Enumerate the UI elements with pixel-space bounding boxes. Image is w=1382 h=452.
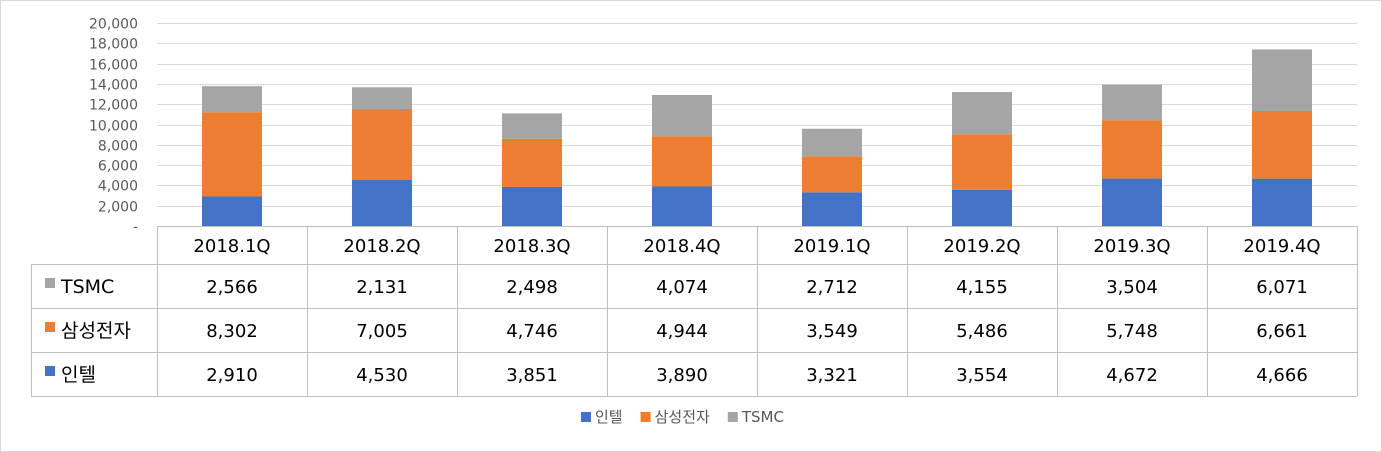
table-row-label: 삼성전자 bbox=[61, 320, 131, 342]
table-cell-value: 2,498 bbox=[506, 277, 558, 298]
y-tick-label: 18,000 bbox=[89, 37, 138, 53]
legend: 인텔 삼성전자 TSMC bbox=[581, 408, 784, 426]
table-cell-value: 4,530 bbox=[356, 365, 408, 386]
bar-segment bbox=[652, 94, 712, 137]
table-cell-value: 3,554 bbox=[956, 365, 1008, 386]
legend-swatch bbox=[727, 412, 738, 422]
legend-swatch bbox=[640, 412, 651, 422]
y-tick-label: 6,000 bbox=[98, 159, 138, 175]
table-cell-value: 2,566 bbox=[206, 277, 258, 298]
category-label: 2018.1Q bbox=[193, 236, 270, 257]
table-cell-value: 4,746 bbox=[506, 321, 558, 342]
y-tick-label: 14,000 bbox=[89, 78, 138, 94]
table-cell-value: 5,748 bbox=[1106, 321, 1158, 342]
y-tick-label: 4,000 bbox=[98, 179, 138, 195]
bar-segment bbox=[1102, 84, 1162, 121]
table-cell-value: 5,486 bbox=[956, 321, 1008, 342]
bar-segment bbox=[952, 92, 1012, 135]
table-row-label: TSMC bbox=[60, 276, 114, 298]
table-cell-value: 3,549 bbox=[806, 321, 858, 342]
bar-segment bbox=[802, 156, 862, 193]
y-axis-ticks: - 2,000 4,000 6,000 8,000 10,000 12,000 14,000 1… bbox=[89, 17, 138, 236]
table-legend-key bbox=[45, 366, 55, 376]
table-cell-value: 8,302 bbox=[206, 321, 258, 342]
bar-segment bbox=[352, 87, 412, 109]
table-cell-value: 7,005 bbox=[356, 321, 408, 342]
category-label: 2019.2Q bbox=[943, 236, 1020, 257]
bar-segment bbox=[652, 136, 712, 187]
y-tick-label: 2,000 bbox=[98, 200, 138, 216]
category-label: 2018.3Q bbox=[493, 236, 570, 257]
bar-segment bbox=[952, 134, 1012, 190]
table-cell-value: 2,712 bbox=[806, 277, 858, 298]
y-tick-label: 10,000 bbox=[89, 119, 138, 135]
category-label: 2019.1Q bbox=[793, 236, 870, 257]
bar-segment bbox=[502, 186, 562, 226]
data-table: 2018.1Q 2018.2Q 2018.3Q 2018.4Q 2019.1Q 2019.… bbox=[31, 226, 1358, 397]
table-cell-value: 3,321 bbox=[806, 365, 858, 386]
gridlines bbox=[157, 23, 1357, 207]
y-tick-label: 20,000 bbox=[89, 17, 138, 33]
legend-label: TSMC bbox=[741, 408, 784, 426]
y-tick-label: 12,000 bbox=[89, 98, 138, 114]
bar-segment bbox=[202, 112, 262, 197]
bar-segment bbox=[1252, 49, 1312, 112]
bar-segment bbox=[802, 192, 862, 226]
category-label: 2019.3Q bbox=[1093, 236, 1170, 257]
table-cell-value: 4,074 bbox=[656, 277, 708, 298]
y-tick-label: - bbox=[133, 220, 138, 236]
bar-segment bbox=[352, 180, 412, 226]
bar-segment bbox=[652, 186, 712, 226]
table-cell-value: 3,504 bbox=[1106, 277, 1158, 298]
table-row-label: 인텔 bbox=[61, 364, 96, 386]
bars bbox=[202, 49, 1312, 226]
legend-label: 인텔 bbox=[595, 408, 623, 426]
y-tick-label: 16,000 bbox=[89, 58, 138, 74]
bar-segment bbox=[802, 128, 862, 157]
table-legend-key bbox=[45, 322, 55, 332]
bar-segment bbox=[1102, 178, 1162, 226]
bar-segment bbox=[502, 138, 562, 187]
y-tick-label: 8,000 bbox=[98, 139, 138, 155]
table-cell-value: 4,155 bbox=[956, 277, 1008, 298]
table-cell-value: 2,910 bbox=[206, 365, 258, 386]
table-cell-value: 4,666 bbox=[1256, 365, 1308, 386]
bar-segment bbox=[352, 108, 412, 181]
category-label: 2019.4Q bbox=[1243, 236, 1320, 257]
table-cell-value: 4,944 bbox=[656, 321, 708, 342]
bar-segment bbox=[202, 196, 262, 226]
table-legend-key bbox=[45, 278, 55, 288]
table-cell-value: 6,071 bbox=[1256, 277, 1308, 298]
table-cell-value: 3,890 bbox=[656, 365, 708, 386]
category-label: 2018.4Q bbox=[643, 236, 720, 257]
bar-segment bbox=[1102, 120, 1162, 179]
bar-segment bbox=[202, 86, 262, 113]
category-label: 2018.2Q bbox=[343, 236, 420, 257]
legend-swatch bbox=[581, 412, 591, 422]
bar-segment bbox=[502, 113, 562, 139]
bar-segment bbox=[952, 189, 1012, 226]
legend-label: 삼성전자 bbox=[655, 408, 710, 426]
bar-segment bbox=[1252, 111, 1312, 179]
table-cell-value: 3,851 bbox=[506, 365, 558, 386]
table-cell-value: 4,672 bbox=[1106, 365, 1158, 386]
bar-segment bbox=[1252, 178, 1312, 226]
table-cell-value: 2,131 bbox=[356, 277, 408, 298]
table-cell-value: 6,661 bbox=[1256, 321, 1308, 342]
